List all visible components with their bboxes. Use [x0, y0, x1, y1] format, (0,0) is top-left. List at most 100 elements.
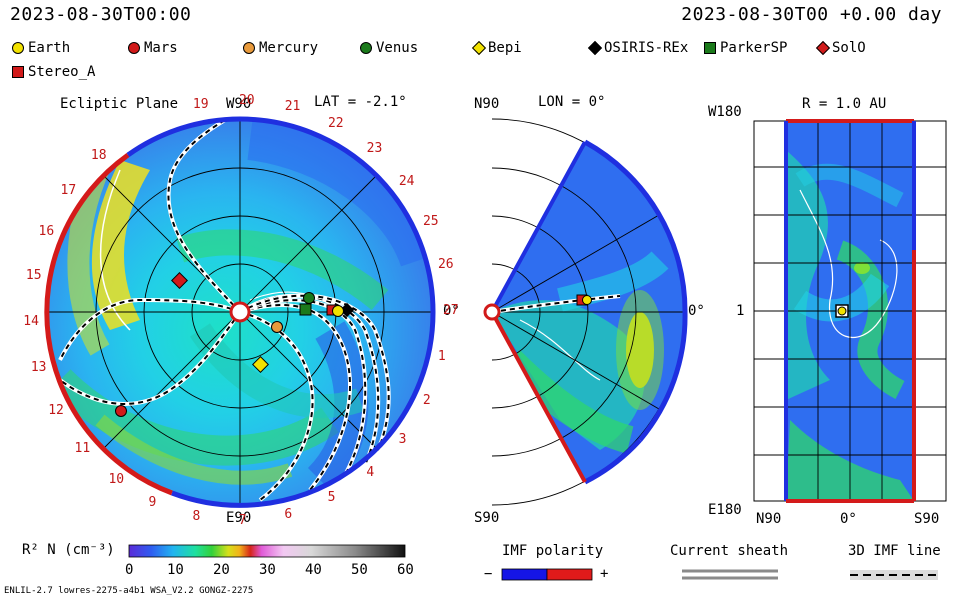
imf-polarity-label: IMF polarity: [502, 543, 604, 559]
imf-field-line: [167, 119, 241, 313]
ecliptic-plane-panel: [44, 116, 436, 508]
imf-field-line: [59, 298, 241, 361]
imf-field-lines: [58, 118, 391, 502]
r1au-x-left-label: N90: [756, 511, 782, 527]
legend-label: OSIRIS-REx: [604, 40, 689, 56]
legend-item-earth: Earth: [12, 40, 70, 56]
rotation-label-23: 23: [366, 141, 383, 157]
earth-marker: [332, 305, 344, 317]
mercury-marker: [271, 321, 283, 333]
ecliptic-plane-title: Ecliptic Plane: [60, 96, 179, 112]
current-sheath-label: Current sheath: [670, 543, 789, 559]
meridional-bottom-label: S90: [474, 510, 500, 526]
r1au-x-mid-label: 0°: [840, 511, 857, 527]
colorbar-gradient: [128, 544, 406, 558]
rotation-label-24: 24: [398, 174, 415, 190]
imf-field-line: [239, 304, 351, 491]
ecliptic-lat-label: LAT = -2.1°: [314, 94, 407, 110]
imf-line-label: 3D IMF line: [848, 543, 941, 559]
legend-label: Mars: [144, 40, 178, 56]
body-markers: [115, 272, 355, 417]
rotation-label-14: 14: [23, 314, 39, 330]
rotation-label-17: 17: [60, 183, 77, 199]
ecliptic-right-label: 0°: [443, 303, 460, 319]
imf-field-line: [239, 294, 390, 451]
r1au-title: R = 1.0 AU: [802, 96, 887, 112]
circle-marker-icon: [128, 42, 140, 54]
colorbar-tick-40: 40: [305, 562, 322, 578]
rotation-label-25: 25: [422, 213, 439, 229]
right-timestamp: 2023-08-30T00 +0.00 day: [681, 4, 942, 25]
imf-field-line: [239, 311, 314, 501]
colorbar-tick-50: 50: [351, 562, 368, 578]
r1au-panel: [753, 119, 947, 503]
rotation-label-20: 20: [238, 93, 255, 109]
legend-label: SolO: [832, 40, 866, 56]
solo-marker: [171, 272, 188, 289]
rotation-label-6: 6: [284, 506, 293, 522]
imf-polarity-minus: −: [484, 566, 493, 582]
imf-field-line: [59, 311, 241, 405]
legend-item-parkersp: ParkerSP: [704, 40, 787, 56]
sun-marker: [229, 301, 251, 323]
ecliptic-top-label: W90: [226, 96, 252, 112]
legend-label: ParkerSP: [720, 40, 788, 56]
rotation-label-18: 18: [90, 148, 107, 164]
legend-label: Bepi: [488, 40, 522, 56]
rotation-label-2: 2: [422, 392, 431, 408]
legend-item-stereo-a: Stereo_A: [12, 64, 95, 80]
rotation-label-9: 9: [148, 495, 157, 511]
rotation-label-10: 10: [108, 472, 125, 488]
colorbar-tick-60: 60: [397, 562, 414, 578]
r1au-bottom-left-label: E180: [708, 502, 742, 518]
osiris-marker: [339, 302, 355, 318]
rotation-label-15: 15: [25, 268, 42, 284]
imf-polarity-bar: [501, 568, 593, 581]
legend-item-mars: Mars: [128, 40, 178, 56]
rotation-label-8: 8: [192, 509, 201, 525]
rotation-label-26: 26: [437, 257, 454, 273]
circle-marker-icon: [12, 42, 24, 54]
rotation-label-21: 21: [284, 99, 301, 115]
run-info-footer: ENLIL-2.7 lowres-2275-a4b1 WSA_V2.2 GONG…: [4, 586, 254, 596]
colorbar-label: R² N (cm⁻³): [22, 542, 115, 558]
polarity-ring-blue: [171, 116, 436, 508]
parker-marker: [299, 303, 312, 316]
meridional-top-label: N90: [474, 96, 500, 112]
left-timestamp: 2023-08-30T00:00: [10, 4, 192, 25]
circle-marker-icon: [243, 42, 255, 54]
r1au-mid-left-label: 1: [736, 303, 745, 319]
colorbar: [128, 544, 406, 558]
imf-field-line: [491, 295, 621, 313]
legend-item-venus: Venus: [360, 40, 418, 56]
square-marker-icon: [704, 42, 716, 54]
rotation-label-16: 16: [38, 223, 55, 239]
rotation-label-1: 1: [437, 349, 446, 365]
mars-marker: [115, 405, 127, 417]
rotation-label-7: 7: [238, 512, 247, 528]
meridional-lon-label: LON = 0°: [538, 94, 606, 110]
rotation-label-22: 22: [327, 115, 344, 131]
rotation-label-5: 5: [327, 490, 336, 506]
legend-label: Venus: [376, 40, 419, 56]
venus-marker: [303, 292, 315, 304]
colorbar-tick-20: 20: [213, 562, 230, 578]
meridional-panel: [483, 118, 688, 506]
legend-item-mercury: Mercury: [243, 40, 318, 56]
polarity-ring-red: [44, 152, 173, 496]
rotation-label-27: 27: [442, 303, 459, 319]
legend-item-bepi: Bepi: [471, 40, 522, 56]
circle-marker-icon: [360, 42, 372, 54]
legend-label: Mercury: [259, 40, 319, 56]
rotation-label-4: 4: [366, 465, 375, 481]
square-marker-icon: [12, 66, 24, 78]
imf-polarity-plus: +: [600, 566, 609, 582]
colorbar-tick-30: 30: [259, 562, 276, 578]
r1au-earth-marker: [837, 306, 847, 316]
current-sheath-sample: [682, 569, 778, 580]
legend-item-osiris-rex: OSIRIS-REx: [587, 40, 689, 56]
rotation-label-3: 3: [398, 432, 407, 448]
bepi-marker: [252, 356, 269, 373]
rotation-label-13: 13: [30, 359, 47, 375]
